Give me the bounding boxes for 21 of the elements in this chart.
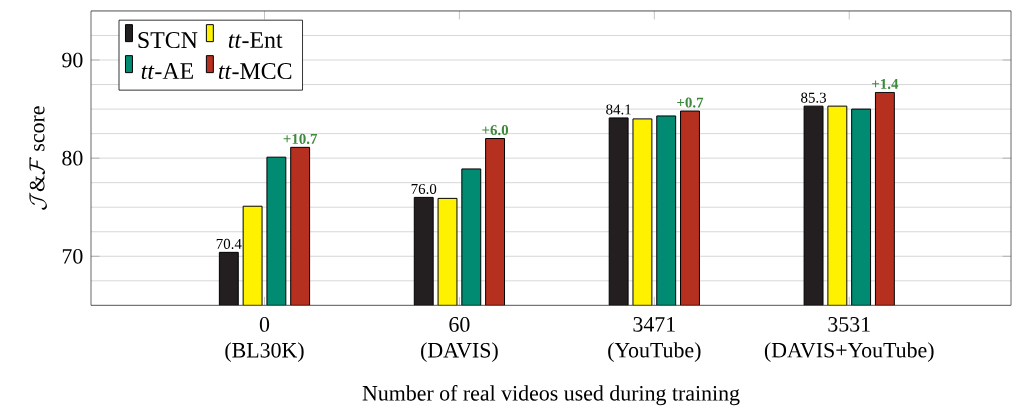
legend-label: tt-MCC — [218, 63, 292, 80]
annotation: +1.4 — [872, 79, 899, 90]
x-axis-title: Number of real videos used during training — [362, 385, 740, 406]
data-label: 85.3 — [801, 92, 827, 103]
y-tick-label: 70 — [62, 249, 83, 264]
legend-label: STCN — [138, 32, 198, 49]
x-tick-label: 3531 (DAVIS+YouTube) — [764, 317, 934, 363]
x-tick-label: 3471 (YouTube) — [608, 317, 701, 363]
legend-label: tt-Ent — [228, 32, 283, 49]
x-tick-label: 60 (DAVIS) — [421, 317, 498, 363]
data-label: 76.0 — [411, 184, 437, 195]
y-axis-title: $\mathcal{J}\&\mathcal{F}\ \mathrm{score}$ — [29, 106, 47, 210]
annotation: +0.7 — [677, 97, 704, 108]
legend-label: tt-AE — [141, 63, 193, 80]
data-label: 84.1 — [606, 104, 631, 115]
y-tick-label: 90 — [62, 52, 83, 68]
data-label: 70.4 — [216, 238, 242, 250]
annotation: +6.0 — [482, 125, 509, 136]
y-tick-label: 80 — [62, 150, 83, 166]
x-tick-label: 0 (BL30K) — [225, 317, 304, 363]
annotation: +10.7 — [283, 133, 318, 145]
